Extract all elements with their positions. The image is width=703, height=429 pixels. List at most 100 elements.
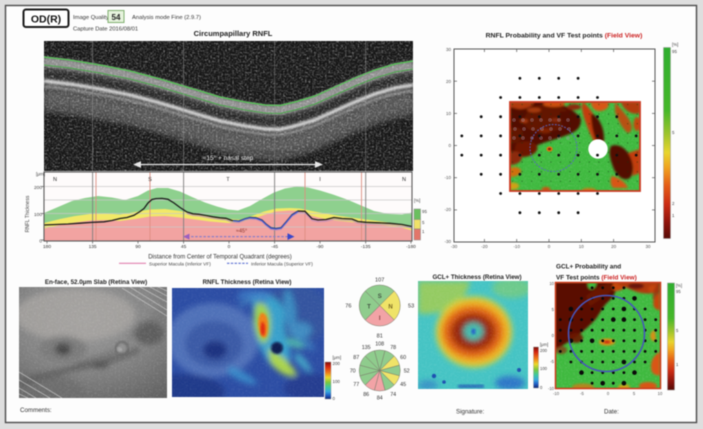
svg-text:-10: -10 xyxy=(513,244,520,249)
svg-text:[μm]: [μm] xyxy=(333,355,342,360)
svg-text:53: 53 xyxy=(408,304,414,310)
svg-text:0: 0 xyxy=(548,244,551,249)
svg-text:Signature:: Signature: xyxy=(456,409,484,416)
svg-text:T: T xyxy=(226,177,230,183)
svg-text:Circumpapillary RNFL: Circumpapillary RNFL xyxy=(194,29,273,38)
svg-text:180: 180 xyxy=(43,244,51,250)
svg-text:45: 45 xyxy=(181,244,187,250)
svg-text:[μm]: [μm] xyxy=(540,342,548,347)
svg-text:Superior Macula (Inferior VF): Superior Macula (Inferior VF) xyxy=(149,262,211,268)
svg-text:Date:: Date: xyxy=(604,409,619,416)
svg-text:108: 108 xyxy=(375,342,384,348)
svg-text:1: 1 xyxy=(672,213,675,218)
svg-text:I: I xyxy=(379,316,381,322)
svg-text:[μm]: [μm] xyxy=(36,172,45,177)
svg-text:0: 0 xyxy=(228,244,231,250)
svg-text:RNFL Thickness (Retina View): RNFL Thickness (Retina View) xyxy=(203,279,292,286)
svg-text:70: 70 xyxy=(350,369,356,375)
svg-text:Inferior Macula (Superior VF): Inferior Macula (Superior VF) xyxy=(251,262,313,268)
svg-text:0: 0 xyxy=(607,391,610,396)
svg-text:[%]: [%] xyxy=(672,42,678,47)
svg-text:60: 60 xyxy=(400,355,406,361)
svg-text:N: N xyxy=(402,177,406,183)
svg-text:54: 54 xyxy=(112,13,121,22)
svg-text:100: 100 xyxy=(540,366,548,371)
svg-text:[%]: [%] xyxy=(414,198,420,203)
svg-text:-135: -135 xyxy=(361,244,371,250)
svg-text:-30: -30 xyxy=(451,244,458,249)
svg-text:10: 10 xyxy=(658,391,663,396)
svg-text:-5: -5 xyxy=(580,391,584,396)
svg-text:≈15° + nasal step: ≈15° + nasal step xyxy=(203,154,254,162)
svg-text:VF Test points (Field View): VF Test points (Field View) xyxy=(556,275,637,282)
svg-text:0: 0 xyxy=(39,239,42,245)
svg-text:107: 107 xyxy=(375,278,384,284)
svg-text:RNFL Thickness: RNFL Thickness xyxy=(25,195,31,232)
svg-text:135: 135 xyxy=(362,345,371,351)
svg-text:30: 30 xyxy=(645,244,651,249)
svg-text:OD(R): OD(R) xyxy=(31,14,61,26)
svg-text:45: 45 xyxy=(400,382,406,388)
svg-text:Analysis mode Fine (2.9.7): Analysis mode Fine (2.9.7) xyxy=(132,15,201,21)
svg-text:I: I xyxy=(319,177,321,183)
svg-text:N: N xyxy=(388,305,392,311)
svg-text:10: 10 xyxy=(446,111,452,116)
svg-text:Capture Date 2016/08/01: Capture Date 2016/08/01 xyxy=(73,27,138,33)
svg-text:T: T xyxy=(367,305,371,311)
svg-text:76: 76 xyxy=(345,304,351,310)
svg-text:5: 5 xyxy=(552,307,555,312)
svg-text:30: 30 xyxy=(446,47,452,52)
svg-text:-180: -180 xyxy=(406,244,416,250)
svg-text:Image Quality: Image Quality xyxy=(73,15,109,21)
svg-text:95: 95 xyxy=(672,49,677,54)
svg-text:200: 200 xyxy=(540,348,548,353)
svg-text:-10: -10 xyxy=(444,175,451,180)
svg-text:200: 200 xyxy=(333,361,341,366)
svg-text:[%]: [%] xyxy=(676,283,682,288)
svg-text:-20: -20 xyxy=(444,207,451,212)
svg-text:-10: -10 xyxy=(553,391,560,396)
svg-text:-10: -10 xyxy=(548,386,555,391)
svg-text:RNFL Probability and VF Test p: RNFL Probability and VF Test points (Fie… xyxy=(486,33,643,40)
svg-text:5: 5 xyxy=(676,328,679,333)
svg-text:1: 1 xyxy=(422,229,425,234)
svg-text:84: 84 xyxy=(377,396,383,402)
svg-text:En-face, 52.0μm Slab (Retina V: En-face, 52.0μm Slab (Retina View) xyxy=(45,279,147,286)
svg-text:20: 20 xyxy=(611,244,617,249)
svg-text:-90: -90 xyxy=(317,244,324,250)
svg-text:S: S xyxy=(378,294,382,300)
svg-text:10: 10 xyxy=(579,244,585,249)
svg-text:Distance from Center of Tempor: Distance from Center of Temporal Quadran… xyxy=(148,255,292,261)
svg-text:5: 5 xyxy=(422,220,425,225)
svg-text:86: 86 xyxy=(363,392,369,398)
svg-text:≈45°: ≈45° xyxy=(236,229,247,235)
svg-text:0: 0 xyxy=(333,396,336,401)
svg-text:90: 90 xyxy=(135,244,141,250)
svg-text:GCL+ Probability and: GCL+ Probability and xyxy=(556,264,621,271)
svg-text:2: 2 xyxy=(672,201,675,206)
svg-text:0: 0 xyxy=(448,143,451,148)
svg-text:78: 78 xyxy=(390,345,396,351)
svg-text:77: 77 xyxy=(353,382,359,388)
svg-text:-45: -45 xyxy=(271,244,278,250)
svg-text:100: 100 xyxy=(34,212,42,218)
svg-text:1: 1 xyxy=(676,362,679,367)
svg-text:135: 135 xyxy=(89,244,97,250)
svg-text:81: 81 xyxy=(377,334,383,340)
svg-text:S: S xyxy=(148,177,152,183)
svg-text:5: 5 xyxy=(633,391,636,396)
svg-text:5: 5 xyxy=(672,130,675,135)
svg-text:-5: -5 xyxy=(550,359,554,364)
svg-text:0: 0 xyxy=(552,333,555,338)
svg-text:N: N xyxy=(53,177,57,183)
svg-text:95: 95 xyxy=(422,209,427,214)
svg-text:95: 95 xyxy=(676,289,681,294)
svg-text:-30: -30 xyxy=(444,239,451,244)
svg-text:Comments:: Comments: xyxy=(20,407,52,414)
svg-text:74: 74 xyxy=(390,392,396,398)
svg-text:100: 100 xyxy=(333,379,341,384)
svg-text:GCL+ Thickness (Retina View): GCL+ Thickness (Retina View) xyxy=(432,274,521,281)
svg-text:20: 20 xyxy=(446,79,452,84)
svg-text:-20: -20 xyxy=(481,244,488,249)
svg-text:87: 87 xyxy=(353,355,359,361)
